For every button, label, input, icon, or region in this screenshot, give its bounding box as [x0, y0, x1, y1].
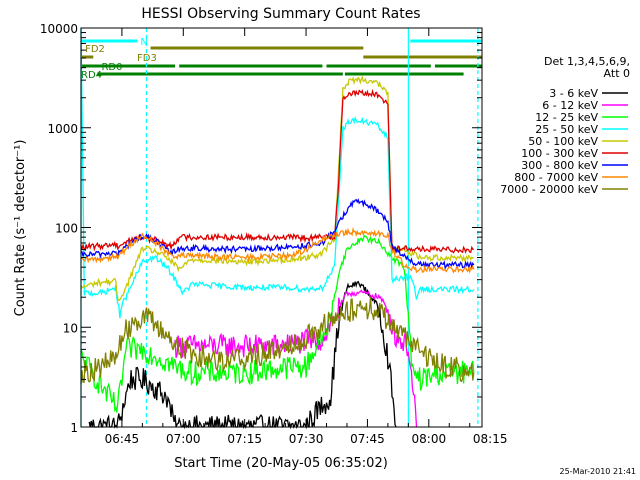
legend-label: 7000 - 20000 keV: [500, 183, 598, 196]
flag-label: RD4: [81, 70, 102, 81]
legend-header: Det 1,3,4,5,6,9,: [544, 55, 630, 68]
y-tick-label: 1000: [47, 122, 78, 136]
legend-label: 300 - 800 keV: [521, 159, 598, 172]
y-tick-label: 1: [70, 421, 78, 435]
flag-label: RD0: [101, 62, 122, 73]
series-line: [80, 234, 475, 413]
x-axis: 06:45 07:00 07:15 07:30 07:45 08:00 08:15: [100, 28, 508, 446]
x-tick-label: 07:00: [166, 432, 201, 446]
x-tick-label: 08:00: [412, 432, 447, 446]
y-tick-label: 10: [63, 321, 78, 335]
legend-label: 800 - 7000 keV: [514, 171, 598, 184]
series-lines: [80, 27, 475, 430]
y-axis-label: Count Rate (s⁻¹ detector⁻¹): [13, 140, 28, 317]
legend-label: 6 - 12 keV: [542, 99, 598, 112]
legend-label: 100 - 300 keV: [521, 147, 598, 160]
corner-timestamp: 25-Mar-2010 21:41: [560, 467, 637, 476]
series-line: [88, 280, 397, 430]
x-tick-label: 06:45: [105, 432, 140, 446]
series-line: [80, 227, 475, 274]
x-axis-label: Start Time (20-May-05 06:35:02): [174, 456, 388, 471]
series-line: [80, 198, 475, 270]
x-tick-label: 07:15: [227, 432, 262, 446]
chart-title: HESSI Observing Summary Count Rates: [141, 6, 420, 22]
series-line: [80, 27, 475, 319]
x-tick-label: 07:30: [289, 432, 324, 446]
series-line: [80, 75, 475, 302]
legend-header: Att 0: [604, 67, 630, 80]
x-tick-label: 07:45: [350, 432, 385, 446]
y-tick-label: 100: [55, 222, 78, 236]
flag-label: FD2: [85, 44, 105, 55]
legend-label: 25 - 50 keV: [535, 123, 598, 136]
series-line: [80, 297, 475, 385]
observing-flags: NFD2FD3RD0RD4: [81, 37, 482, 81]
x-tick-label: 08:15: [473, 432, 508, 446]
flag-label: N: [140, 37, 147, 48]
y-tick-label: 10000: [40, 22, 78, 36]
legend-label: 12 - 25 keV: [535, 111, 598, 124]
legend-label: 3 - 6 keV: [549, 87, 598, 100]
y-axis: 1 10 100 1000 10000: [40, 22, 482, 435]
series-line: [174, 289, 418, 428]
legend-label: 50 - 100 keV: [528, 135, 598, 148]
